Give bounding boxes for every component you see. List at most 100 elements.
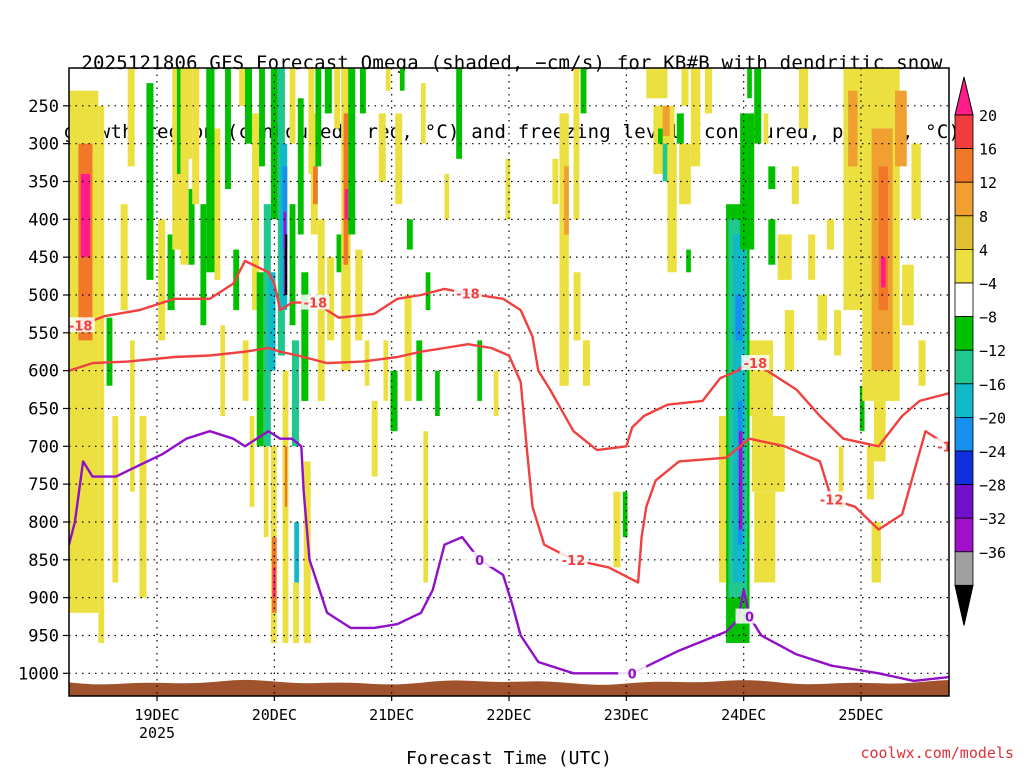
omega-cell — [139, 416, 147, 598]
omega-cell — [747, 68, 752, 99]
omega-cell — [284, 446, 288, 507]
omega-cell — [344, 189, 349, 220]
omega-cell — [911, 143, 921, 220]
omega-cell — [188, 189, 195, 265]
y-axis: 250 300 350 400 450 500 550 600 650 700 750 800 850 9… — [18, 97, 69, 684]
omega-cell — [580, 68, 587, 114]
omega-cell — [303, 461, 311, 644]
omega-cell — [843, 68, 863, 311]
omega-cell — [293, 582, 299, 644]
omega-cell — [622, 491, 628, 538]
dgz-contour-18 — [69, 259, 949, 452]
dgz-contour-18-label: -18 — [456, 287, 480, 302]
x-tick-label: 23DEC — [604, 706, 649, 724]
omega-cell — [559, 113, 569, 386]
omega-cell — [817, 294, 827, 341]
dgz-contour-12 — [69, 343, 949, 584]
omega-cell — [834, 310, 842, 356]
omega-cell — [291, 340, 299, 447]
y-tick-label: 750 — [28, 475, 59, 495]
omega-cell — [158, 219, 166, 341]
colorbar-label: −12 — [979, 342, 1006, 360]
omega-cell — [826, 219, 835, 250]
omega-cell — [239, 68, 245, 106]
omega-cell — [690, 68, 701, 167]
omega-cell — [270, 68, 278, 220]
colorbar-swatch — [954, 517, 974, 553]
omega-cell — [798, 68, 809, 129]
y-tick-label: 400 — [28, 210, 59, 230]
omega-cell — [263, 204, 271, 447]
y-tick-label: 450 — [28, 248, 59, 268]
x-tick-label: 22DEC — [486, 706, 531, 724]
omega-cell — [268, 272, 276, 371]
dgz-contour-18-label: -18 — [69, 319, 93, 334]
omega-cell — [681, 68, 689, 106]
omega-cell — [751, 416, 785, 492]
y-tick-label: 850 — [28, 551, 59, 571]
omega-cell — [355, 249, 363, 341]
y-tick-label: 350 — [28, 172, 59, 192]
colorbar-label: 12 — [979, 174, 997, 192]
colorbar-label: −16 — [979, 376, 1006, 394]
omega-cell — [315, 68, 322, 167]
omega-cell — [289, 68, 296, 144]
colorbar: 20 16 12 8 4 −4 −8 −12 −16 −20 −24 −28 −32 −36 — [954, 76, 1006, 626]
omega-cell — [256, 272, 264, 447]
x-axis-label: Forecast Time (UTC) — [406, 748, 612, 768]
omega-cell — [180, 68, 189, 265]
omega-cell — [289, 204, 296, 326]
omega-cell — [406, 219, 413, 250]
omega-cell — [918, 340, 926, 386]
omega-cell — [493, 370, 499, 417]
dgz-contour-18-label-bg — [301, 294, 330, 310]
omega-cell — [573, 68, 580, 220]
omega-cell — [106, 317, 113, 386]
dgz-contour-12-label-bg — [935, 438, 949, 454]
colorbar-top-arrow — [954, 76, 974, 116]
omega-cell — [390, 370, 398, 432]
colorbar-label: 20 — [979, 107, 997, 125]
omega-cell — [112, 416, 119, 583]
omega-cell — [172, 68, 181, 250]
omega-cell — [120, 204, 128, 311]
omega-cell — [552, 158, 559, 205]
freezing-level-label-bg — [618, 665, 647, 681]
omega-cell — [768, 219, 776, 265]
freezing-level-contour — [69, 430, 949, 683]
freezing-level-label-bg — [465, 551, 494, 567]
omega-cell — [421, 83, 426, 144]
omega-cell — [735, 294, 743, 341]
omega-cell — [676, 113, 684, 144]
omega-cell — [327, 257, 335, 341]
colorbar-swatch — [954, 282, 974, 317]
omega-cell — [808, 234, 816, 280]
dgz-contour-18-label-bg — [69, 317, 95, 333]
omega-cell — [404, 294, 412, 401]
omega-cell — [662, 105, 670, 137]
omega-cell — [871, 521, 881, 583]
omega-cell — [200, 204, 207, 326]
x-tick-label: 24DEC — [721, 706, 766, 724]
omega-cell — [317, 219, 325, 401]
colorbar-swatch — [954, 148, 974, 183]
omega-cell — [245, 68, 253, 144]
colorbar-bottom-arrow — [954, 584, 974, 626]
dgz-contour-12-label: -12 — [820, 493, 844, 508]
colorbar-label: 4 — [979, 241, 988, 259]
y-tick-label: 700 — [28, 437, 59, 457]
omega-cell — [206, 68, 215, 273]
freezing-level-label: 0 — [628, 667, 637, 682]
colorbar-label: −4 — [979, 275, 997, 293]
omega-cell — [444, 173, 450, 220]
grid-lines — [69, 68, 949, 696]
colorbar-swatch — [954, 248, 974, 284]
omega-cell — [80, 173, 91, 258]
source-credit: coolwx.com/models — [860, 744, 1014, 762]
dgz-contour-12-label-bg — [559, 551, 588, 567]
omega-cell — [214, 128, 221, 280]
omega-cell — [348, 68, 356, 235]
omega-cell — [873, 400, 886, 462]
omega-cell — [456, 68, 463, 159]
omega-cell — [369, 30, 374, 68]
